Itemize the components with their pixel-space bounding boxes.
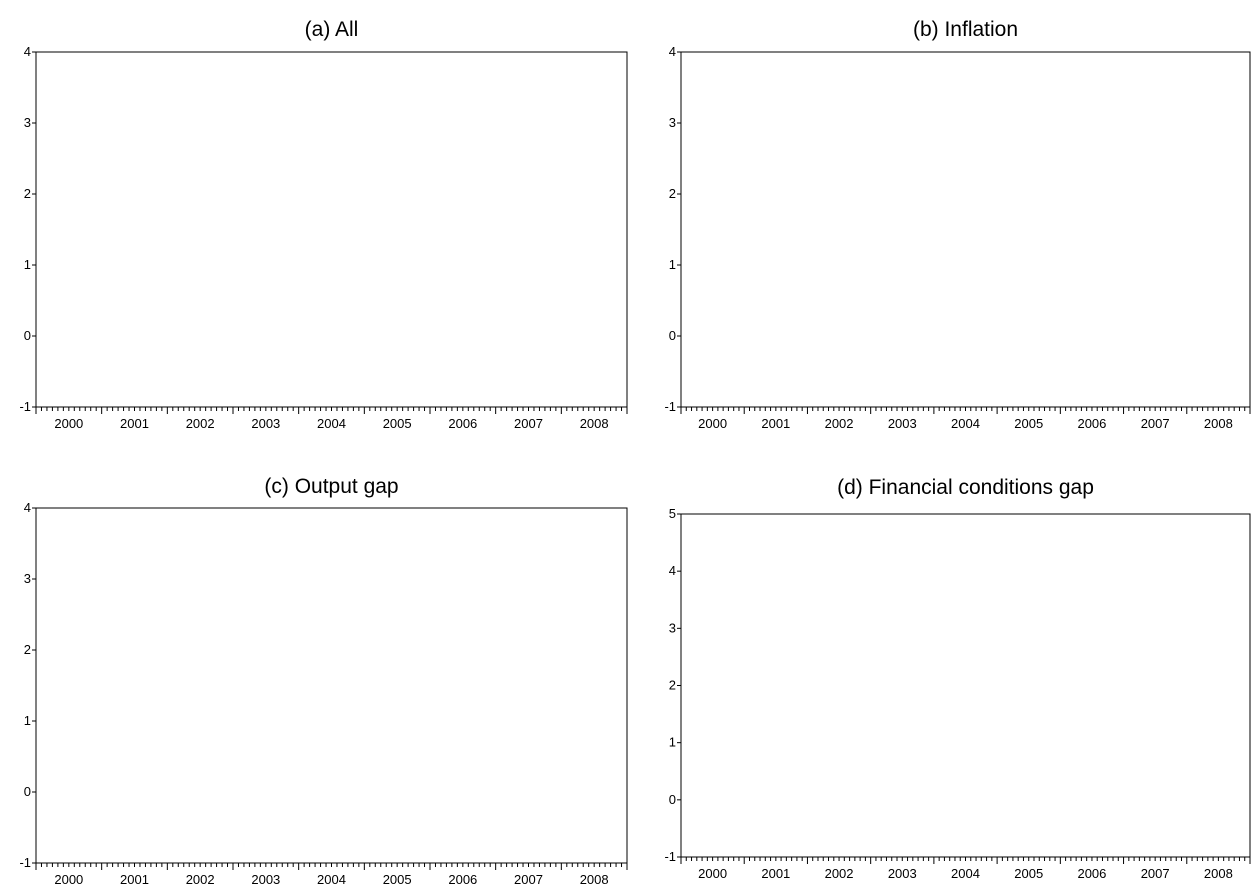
plot-frame bbox=[35, 507, 628, 864]
x-tick-label: 2004 bbox=[951, 416, 980, 431]
x-tick-label: 2000 bbox=[698, 866, 727, 881]
x-tick-label: 2001 bbox=[761, 866, 790, 881]
x-tick-label: 2006 bbox=[1077, 416, 1106, 431]
y-tick-label: -1 bbox=[19, 399, 31, 414]
y-tick-label: 0 bbox=[669, 792, 676, 807]
chart-panel-4: (d) Financial conditions gap -1 0 1 2 3 4 5 2000… bbox=[664, 476, 1251, 881]
x-tick-label: 2002 bbox=[825, 416, 854, 431]
y-tick-label: 4 bbox=[669, 44, 676, 59]
y-tick-label: 3 bbox=[669, 620, 676, 635]
x-tick-label: 2008 bbox=[1204, 416, 1233, 431]
x-tick-label: 2003 bbox=[888, 416, 917, 431]
x-tick-label: 2003 bbox=[888, 866, 917, 881]
y-tick-label: 0 bbox=[24, 784, 31, 799]
chart-title: (d) Financial conditions gap bbox=[837, 476, 1094, 499]
x-tick-label: 2005 bbox=[383, 872, 412, 887]
x-tick-label: 2004 bbox=[951, 866, 980, 881]
chart-title: (a) All bbox=[305, 18, 359, 41]
x-tick-label: 2002 bbox=[186, 416, 215, 431]
y-tick-label: -1 bbox=[664, 399, 676, 414]
x-tick-label: 2005 bbox=[1014, 866, 1043, 881]
y-tick-label: 1 bbox=[669, 735, 676, 750]
x-tick-label: 2008 bbox=[1204, 866, 1233, 881]
x-tick-label: 2003 bbox=[251, 416, 280, 431]
x-tick-label: 2007 bbox=[1141, 866, 1170, 881]
x-tick-label: 2007 bbox=[514, 416, 543, 431]
x-tick-label: 2001 bbox=[761, 416, 790, 431]
x-tick-label: 2003 bbox=[251, 872, 280, 887]
y-tick-label: 5 bbox=[669, 506, 676, 521]
x-tick-label: 2007 bbox=[514, 872, 543, 887]
x-tick-label: 2002 bbox=[186, 872, 215, 887]
y-tick-label: 3 bbox=[24, 571, 31, 586]
x-tick-label: 2000 bbox=[54, 416, 83, 431]
y-tick-label: 2 bbox=[669, 678, 676, 693]
x-tick-label: 2001 bbox=[120, 416, 149, 431]
x-tick-label: 2000 bbox=[698, 416, 727, 431]
y-tick-label: 4 bbox=[24, 500, 31, 515]
x-tick-label: 2006 bbox=[448, 872, 477, 887]
plot-frame bbox=[35, 51, 628, 408]
x-tick-label: 2005 bbox=[1014, 416, 1043, 431]
y-tick-label: 0 bbox=[669, 328, 676, 343]
y-tick-label: 2 bbox=[669, 186, 676, 201]
x-tick-label: 2006 bbox=[448, 416, 477, 431]
y-tick-label: -1 bbox=[19, 855, 31, 870]
y-tick-label: 1 bbox=[24, 713, 31, 728]
chart-panel-3: (c) Output gap -1 0 1 2 3 4 2000 2001 2002 2003 200… bbox=[19, 475, 628, 887]
x-tick-label: 2008 bbox=[580, 416, 609, 431]
x-tick-label: 2002 bbox=[825, 866, 854, 881]
y-tick-label: 4 bbox=[669, 563, 676, 578]
x-tick-label: 2008 bbox=[580, 872, 609, 887]
x-tick-label: 2004 bbox=[317, 416, 346, 431]
y-tick-label: 3 bbox=[24, 115, 31, 130]
y-tick-label: 3 bbox=[669, 115, 676, 130]
chart-title: (c) Output gap bbox=[264, 475, 398, 498]
y-tick-label: 2 bbox=[24, 186, 31, 201]
plot-frame bbox=[680, 513, 1251, 858]
x-tick-label: 2000 bbox=[54, 872, 83, 887]
y-tick-label: 2 bbox=[24, 642, 31, 657]
y-tick-label: 4 bbox=[24, 44, 31, 59]
chart-panel-2: (b) Inflation -1 0 1 2 3 4 2000 2001 2002 2003 2004… bbox=[664, 18, 1251, 431]
x-tick-label: 2004 bbox=[317, 872, 346, 887]
x-tick-label: 2005 bbox=[383, 416, 412, 431]
y-tick-label: 0 bbox=[24, 328, 31, 343]
y-tick-label: 1 bbox=[669, 257, 676, 272]
x-tick-label: 2006 bbox=[1077, 866, 1106, 881]
x-tick-label: 2001 bbox=[120, 872, 149, 887]
y-tick-label: -1 bbox=[664, 849, 676, 864]
chart-title: (b) Inflation bbox=[913, 18, 1018, 41]
chart-panel-1: (a) All -1 0 1 2 3 4 2000 2001 2002 2003 2004 2005 20… bbox=[19, 18, 628, 431]
x-tick-label: 2007 bbox=[1141, 416, 1170, 431]
plot-frame bbox=[680, 51, 1251, 408]
y-tick-label: 1 bbox=[24, 257, 31, 272]
